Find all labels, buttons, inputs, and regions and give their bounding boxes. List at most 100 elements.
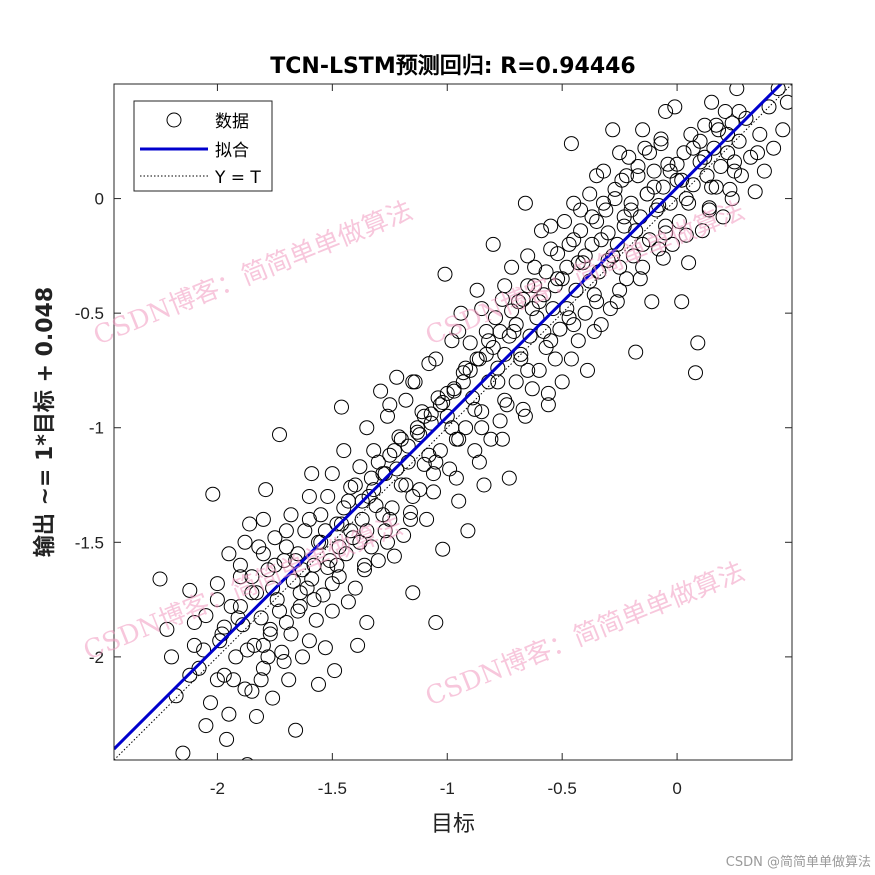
data-point [416,408,432,424]
data-point [766,140,782,156]
data-point [285,573,301,589]
data-point [405,489,421,504]
regression-lines [114,84,792,760]
data-point [435,541,451,557]
data-point [584,209,600,225]
data-point [589,294,605,310]
data-point [605,122,621,138]
data-point [375,507,391,523]
data-point [692,154,708,170]
data-point [290,546,306,562]
data-point [301,511,317,527]
data-point [393,477,409,493]
data-point [403,505,418,520]
data-point [359,420,375,436]
data-point [635,122,651,138]
legend-label-data: 数据 [215,112,249,132]
data-point [559,301,575,317]
data-point [267,557,283,573]
data-point [527,278,543,294]
data-point [281,672,297,688]
data-point [366,443,382,459]
data-point [616,218,632,234]
data-point [382,447,398,463]
data-point [203,695,218,711]
data-point [630,168,646,184]
x-tick-label: -0.5 [548,779,577,798]
data-point [347,477,363,493]
data-point [278,539,294,555]
data-point [658,218,674,234]
data-point [630,159,646,174]
data-point [508,317,524,333]
data-point [444,420,460,436]
data-point [607,181,623,197]
data-point [678,227,694,243]
data-point [336,443,352,459]
data-point [352,534,368,550]
data-point [589,214,605,229]
data-point [272,427,287,443]
data-point [258,482,274,498]
data-point [276,654,292,669]
data-point [186,637,202,653]
data-point [589,168,605,184]
data-point [750,145,765,161]
data-point [159,621,175,637]
data-point [513,346,529,362]
data-point [628,344,644,360]
data-point [380,534,395,550]
y-axis-label: 输出 ~= 1*目标 + 0.048 [32,287,58,557]
data-point [492,413,508,429]
x-axis-ticks: -2 -1.5 -1 -0.5 0 [210,84,682,798]
data-point [697,117,713,133]
data-point [584,236,600,252]
data-point [432,443,448,459]
data-point [566,195,582,211]
data-point [400,438,416,454]
data-point [676,145,692,161]
chart-title: TCN-LSTM预测回归: R=0.94446 [270,54,636,79]
data-point [724,115,740,131]
data-point [504,303,520,319]
data-point [324,576,340,592]
data-point [724,191,740,207]
x-axis-label: 目标 [431,812,475,837]
data-point [625,248,641,264]
data-point [474,404,490,420]
data-point [524,381,540,397]
data-point [490,374,506,390]
data-point [446,383,462,399]
data-point [241,757,254,760]
data-point [232,599,248,614]
data-point [219,731,235,747]
data-point [497,278,513,294]
y-tick-label: -2 [89,648,104,667]
data-point [635,259,651,275]
data-point [662,163,678,179]
data-point [665,236,680,252]
data-point [609,236,625,252]
data-point [405,585,421,601]
data-point [727,154,742,170]
data-point [295,649,310,665]
data-point [423,406,439,422]
data-point [566,317,582,333]
data-point [370,553,386,569]
data-point [196,642,212,658]
data-point [320,560,336,575]
data-point [283,507,299,523]
data-point [685,177,701,193]
data-point [596,195,611,211]
data-point [255,660,271,676]
data-point [244,683,260,699]
data-point [340,594,356,610]
y-tick-label: -1 [89,419,104,438]
data-point [311,534,326,550]
data-point [642,145,657,161]
data-point [671,214,687,229]
data-point [283,626,299,642]
data-point [255,637,271,653]
data-point [704,94,720,110]
legend-marker-circle [166,112,182,128]
